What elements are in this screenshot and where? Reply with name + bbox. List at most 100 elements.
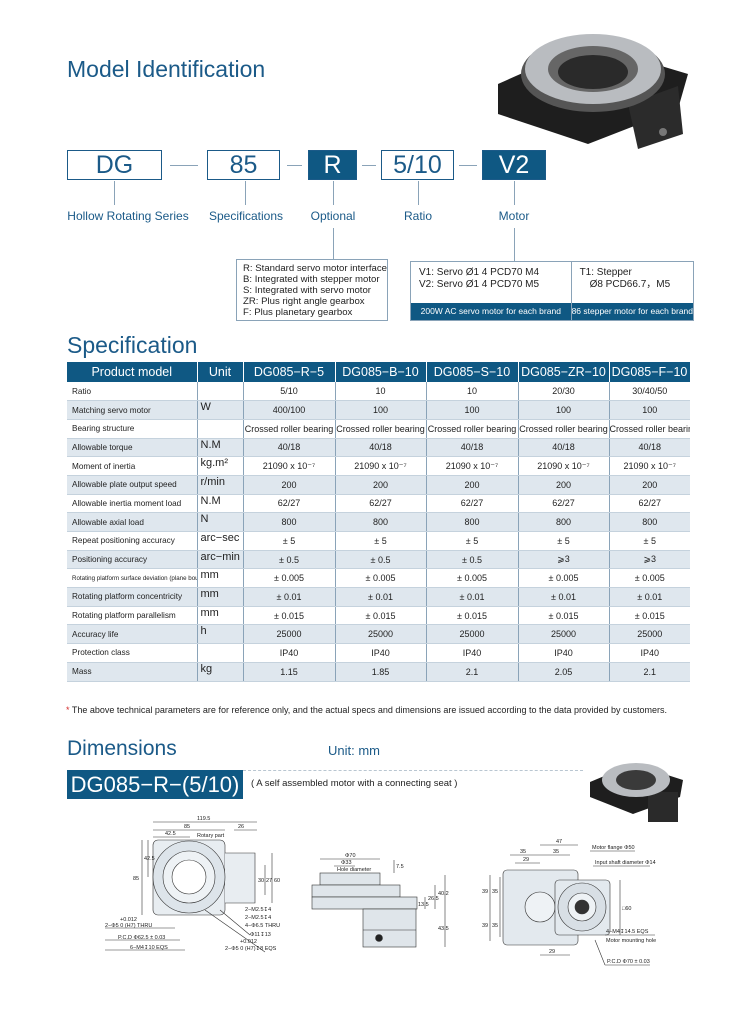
dim-label: 35 [553, 849, 559, 855]
cell: Crossed roller bearing [609, 419, 690, 439]
cell: 62/27 [426, 494, 519, 514]
table-row: Rotating platform surface deviation (pla… [67, 568, 690, 589]
cell: ± 5 [609, 531, 690, 551]
dim-label: 39 [482, 889, 488, 895]
cell: 62/27 [335, 494, 427, 514]
row-unit [197, 419, 244, 439]
row-unit [197, 382, 244, 402]
cell: 800 [335, 512, 427, 532]
table-row: Protection class IP40 IP40 IP40 IP40 IP40 [67, 643, 690, 663]
dim-label: □60 [622, 906, 631, 912]
dimension-model: DG085−R−(5/10) [67, 770, 243, 799]
model-identification-title: Model Identification [67, 56, 266, 82]
cell: 100 [518, 400, 610, 420]
row-label: Allowable axial load [67, 512, 198, 532]
divider [243, 770, 583, 771]
dim-label: 2−M2.5↧4 [245, 906, 271, 913]
row-label: Mass [67, 662, 198, 682]
cell: 40/18 [609, 438, 690, 458]
row-unit: W [197, 400, 244, 420]
dim-label: P.C.D Φ62.5 ± 0.03 [118, 935, 165, 941]
row-unit: mm [197, 568, 244, 589]
product-photo-small [588, 752, 686, 822]
cell: 40/18 [243, 438, 336, 458]
motor-stepper: T1: Stepper Ø8 PCD66.7，M5 86 stepper moto… [571, 262, 693, 320]
dim-label: Input shaft diameter Φ14 [595, 860, 656, 866]
row-unit: N.M [197, 438, 244, 458]
dim-label: 119.5 [197, 816, 210, 822]
divider [170, 165, 198, 166]
cell: ⩾3 [609, 550, 690, 570]
row-label: Matching servo motor [67, 400, 198, 420]
cell: ± 5 [518, 531, 610, 551]
table-row: Repeat positioning accuracy arc−sec ± 5 ± 5… [67, 531, 690, 551]
column-header: DG085−B−10 [335, 362, 427, 382]
dim-label: 2−Φ5 0 (H7) THRU [105, 923, 152, 929]
table-row: Accuracy life h 25000 25000 25000 25000 25000 [67, 624, 690, 645]
note-star: * [66, 705, 70, 715]
cell: 40/18 [426, 438, 519, 458]
code-optional: R [308, 150, 357, 180]
cell: 5/10 [243, 382, 336, 402]
cell: 200 [426, 475, 519, 495]
cell: 200 [518, 475, 610, 495]
product-photo [488, 14, 698, 149]
cell: 800 [243, 512, 336, 532]
motor-line: V2: Servo Ø1 4 PCD70 M5 [419, 279, 540, 290]
cell: 200 [243, 475, 336, 495]
dim-label: 26 [238, 824, 244, 830]
cell: 800 [426, 512, 519, 532]
row-label: Positioning accuracy [67, 550, 198, 570]
code-label-spec: Specifications [208, 209, 284, 223]
column-header: Product model [67, 362, 198, 382]
cell: Crossed roller bearing [335, 419, 427, 439]
cell: ± 0.005 [518, 568, 610, 589]
table-row: Moment of inertia kg.m² 21090 x 10⁻⁷ 21090 … [67, 456, 690, 476]
optional-item: R: Standard servo motor interface [243, 263, 387, 274]
connector [245, 181, 246, 205]
optional-item: B: Integrated with stepper motor [243, 274, 380, 285]
cell: 1.85 [335, 662, 427, 682]
dim-label: +0.012 [120, 917, 137, 923]
connector [333, 181, 334, 205]
column-header: DG085−R−5 [243, 362, 336, 382]
motor-line: T1: Stepper [579, 267, 632, 278]
dim-label: 60 [274, 878, 280, 884]
dim-label: 13.5 [418, 902, 429, 908]
dim-label: 35 [492, 923, 498, 929]
code-spec: 85 [207, 150, 280, 180]
cell: ± 5 [243, 531, 336, 551]
cell: ± 0.01 [426, 587, 519, 607]
cell: ± 0.5 [243, 550, 336, 570]
dim-label: 42.5 [144, 856, 155, 862]
cell: ± 0.015 [426, 606, 519, 626]
row-unit: r/min [197, 475, 244, 495]
motor-footer: 86 stepper motor for each brand [571, 303, 693, 320]
row-unit [197, 643, 244, 663]
cell: ± 0.015 [243, 606, 336, 626]
cell: Crossed roller bearing [426, 419, 519, 439]
code-series: DG [67, 150, 162, 180]
row-unit: N.M [197, 494, 244, 514]
column-header: DG085−F−10 [609, 362, 691, 382]
cell: ± 0.5 [335, 550, 427, 570]
motor-line: V1: Servo Ø1 4 PCD70 M4 [419, 267, 540, 278]
dim-label: 26.5 [428, 896, 439, 902]
cell: 25000 [243, 624, 336, 645]
cell: 200 [609, 475, 690, 495]
table-row: Allowable plate output speed r/min 200 200 2… [67, 475, 690, 495]
cell: ± 0.01 [243, 587, 336, 607]
dim-label: 29 [523, 857, 529, 863]
row-label: Rotating platform parallelism [67, 606, 198, 626]
row-unit: h [197, 624, 244, 645]
row-label: Ratio [67, 382, 198, 402]
cell: ± 0.015 [518, 606, 610, 626]
row-unit: mm [197, 606, 244, 626]
row-label: Bearing structure [67, 419, 198, 439]
motor-line: Ø8 PCD66.7，M5 [589, 279, 671, 290]
row-label: Allowable plate output speed [67, 475, 198, 495]
cell: 1.15 [243, 662, 336, 682]
cell: IP40 [609, 643, 690, 663]
connector [514, 181, 515, 205]
motor-footer: 200W AC servo motor for each brand [411, 303, 571, 320]
